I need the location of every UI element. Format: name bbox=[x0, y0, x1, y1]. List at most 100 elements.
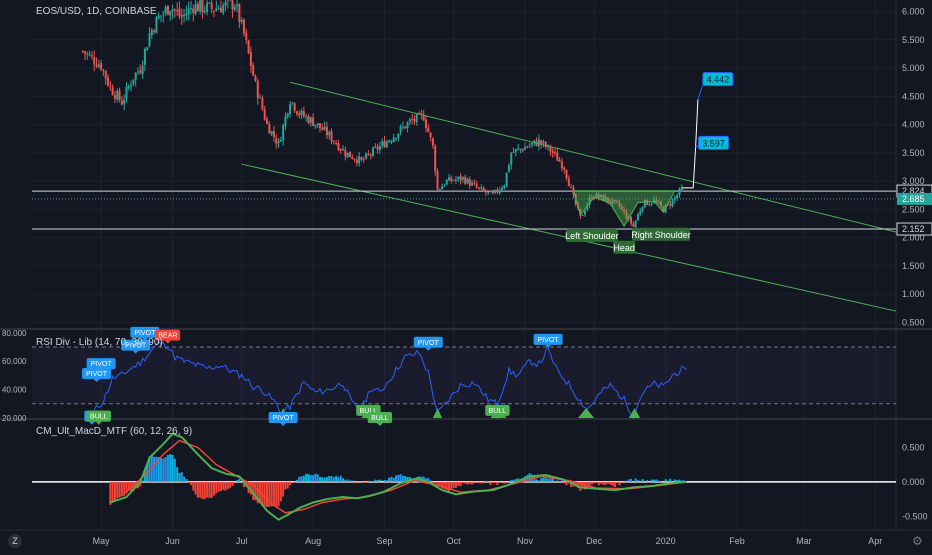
time-tick-label: Apr bbox=[868, 536, 882, 546]
candle-body bbox=[358, 156, 360, 163]
candle-body bbox=[363, 159, 365, 160]
candle-body bbox=[335, 143, 337, 144]
rsi-signal-label-text: PIVOT bbox=[91, 361, 113, 368]
candle-body bbox=[632, 224, 634, 226]
macd-histogram-bar bbox=[547, 479, 549, 482]
macd-histogram-bar bbox=[480, 482, 482, 484]
candle-body bbox=[220, 8, 222, 13]
macd-histogram-bar bbox=[384, 480, 386, 482]
candle-body bbox=[372, 148, 374, 156]
candle-body bbox=[354, 159, 356, 160]
rsi-signal-label-text: PIVOT bbox=[273, 415, 295, 422]
pattern-label-1: Head bbox=[613, 241, 635, 254]
macd-histogram-bar bbox=[602, 482, 604, 485]
tradingview-logo[interactable]: Z bbox=[8, 534, 22, 548]
macd-tick-label: 0.000 bbox=[902, 477, 925, 487]
macd-histogram-bar bbox=[374, 480, 376, 482]
macd-histogram-bar bbox=[273, 482, 275, 506]
candle-body bbox=[155, 17, 157, 33]
macd-histogram-bar bbox=[635, 479, 637, 482]
candle-body bbox=[455, 179, 457, 180]
candle-body bbox=[243, 20, 245, 34]
candle-body bbox=[443, 185, 445, 186]
macd-histogram-bar bbox=[326, 477, 328, 482]
candle-body bbox=[158, 15, 160, 18]
candle-body bbox=[356, 160, 358, 163]
candle-body bbox=[303, 111, 305, 116]
candle-body bbox=[236, 5, 238, 7]
candle-body bbox=[547, 145, 549, 147]
time-tick-label: Jul bbox=[236, 536, 248, 546]
candle-body bbox=[305, 116, 307, 117]
candle-body bbox=[584, 211, 586, 215]
candle-body bbox=[441, 186, 443, 189]
macd-histogram-bar bbox=[220, 482, 222, 491]
macd-histogram-bar bbox=[314, 474, 316, 482]
macd-histogram-bar bbox=[112, 482, 114, 502]
macd-histogram-bar bbox=[658, 481, 660, 482]
macd-histogram-bar bbox=[365, 482, 367, 483]
candle-body bbox=[367, 154, 369, 155]
macd-histogram-bar bbox=[206, 482, 208, 498]
macd-histogram-bar bbox=[307, 474, 309, 482]
candle-body bbox=[93, 57, 95, 64]
macd-histogram-bar bbox=[340, 476, 342, 482]
candle-body bbox=[314, 125, 316, 127]
macd-histogram-bar bbox=[195, 482, 197, 495]
candle-body bbox=[409, 120, 411, 122]
macd-histogram-bar bbox=[328, 476, 330, 482]
candle-body bbox=[635, 221, 637, 227]
candle-body bbox=[549, 146, 551, 152]
candle-body bbox=[252, 65, 254, 75]
candle-body bbox=[536, 141, 538, 146]
candle-body bbox=[172, 9, 174, 11]
candle-body bbox=[397, 134, 399, 138]
candle-body bbox=[674, 198, 676, 201]
candle-body bbox=[506, 173, 508, 187]
time-tick-label: May bbox=[93, 536, 111, 546]
candle-body bbox=[522, 149, 524, 150]
candle-body bbox=[374, 147, 376, 148]
macd-histogram-bar bbox=[653, 480, 655, 482]
candle-body bbox=[517, 148, 519, 149]
candle-body bbox=[167, 6, 169, 15]
macd-histogram-bar bbox=[619, 482, 621, 486]
rsi-signal-label-text: BULL bbox=[371, 415, 389, 422]
macd-histogram-bar bbox=[556, 480, 558, 481]
macd-histogram-bar bbox=[510, 480, 512, 482]
pattern-label-text: Right Shoulder bbox=[631, 230, 691, 240]
candle-body bbox=[273, 131, 275, 137]
macd-histogram-bar bbox=[190, 482, 192, 485]
macd-histogram-bar bbox=[593, 482, 595, 484]
candle-body bbox=[312, 118, 314, 126]
macd-histogram-bar bbox=[121, 482, 123, 496]
macd-histogram-bar bbox=[301, 476, 303, 482]
candle-body bbox=[466, 179, 468, 184]
macd-histogram-bar bbox=[605, 482, 607, 485]
macd-histogram-bar bbox=[542, 478, 544, 482]
macd-histogram-bar bbox=[400, 474, 402, 482]
candle-body bbox=[439, 189, 441, 190]
macd-histogram-bar bbox=[402, 476, 404, 482]
candle-body bbox=[169, 11, 171, 16]
settings-gear-icon[interactable]: ⚙ bbox=[912, 534, 923, 548]
candle-body bbox=[344, 150, 346, 156]
candle-body bbox=[112, 87, 114, 95]
candle-body bbox=[347, 153, 349, 157]
symbol-label[interactable]: EOS/USD, 1D, COINBASE bbox=[36, 6, 157, 17]
macd-histogram-bar bbox=[153, 457, 155, 482]
candle-body bbox=[501, 188, 503, 190]
macd-histogram-bar bbox=[612, 482, 614, 486]
rsi-signal-label-text: PIVOT bbox=[134, 330, 156, 337]
macd-indicator-label[interactable]: CM_Ult_MacD_MTF (60, 12, 26, 9) bbox=[36, 426, 192, 437]
candle-body bbox=[213, 11, 215, 12]
candle-body bbox=[266, 119, 268, 124]
rsi-indicator-label[interactable]: RSI Div - Lib (14, 70, 30, 90) bbox=[36, 337, 163, 348]
macd-histogram-bar bbox=[174, 459, 176, 482]
candle-body bbox=[538, 139, 540, 146]
candle-body bbox=[91, 55, 93, 56]
time-tick-label: Sep bbox=[377, 536, 393, 546]
candle-body bbox=[298, 113, 300, 115]
